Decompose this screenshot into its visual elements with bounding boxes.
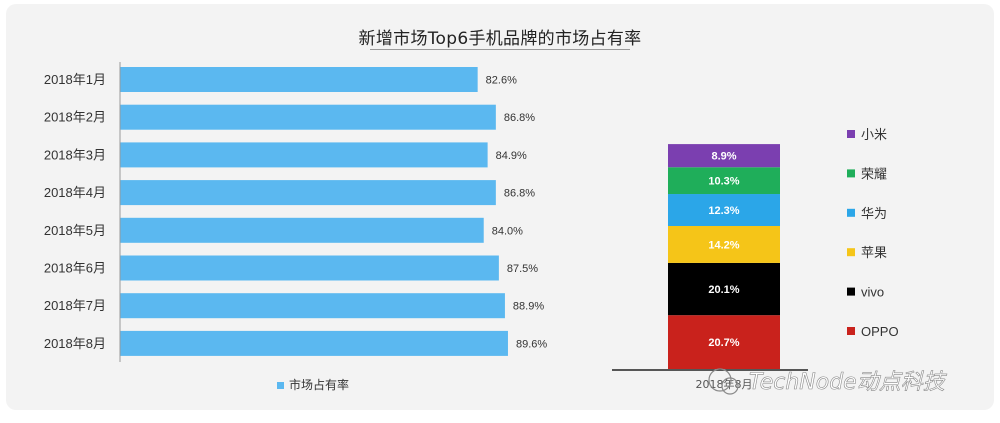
legend-swatch-华为 [847, 208, 855, 217]
category-label: 2018年8月 [44, 336, 106, 351]
chart-title: 新增市场Top6手机品牌的市场占有率 [358, 29, 642, 49]
category-label: 2018年3月 [44, 147, 106, 162]
category-label: 2018年1月 [44, 72, 106, 87]
stack-segment-vivo [668, 262, 780, 316]
wechat-icon-bubble [721, 377, 739, 395]
legend-label-OPPO: OPPO [861, 324, 899, 339]
stack-segment-华为 [668, 194, 780, 226]
stack-segment-OPPO [668, 315, 780, 369]
bar-5 [120, 217, 484, 243]
watermark-text: TechNode动点科技 [749, 370, 948, 395]
legend-label: 市场占有率 [289, 377, 349, 392]
horizontal-bar-chart: 2018年1月 82.6% 2018年2月 86.8% 2018年3月 84.9% 2018… [44, 62, 547, 392]
segment-value-label: 12.3% [708, 205, 739, 217]
value-label: 88.9% [513, 301, 544, 313]
value-label: 86.8% [504, 188, 535, 200]
legend-swatch-vivo [847, 287, 855, 296]
value-label: 89.6% [516, 338, 547, 350]
segment-value-label: 10.3% [708, 176, 739, 188]
legend-label-vivo: vivo [861, 285, 884, 300]
stack-segment-荣耀 [668, 167, 780, 195]
stack-segment-小米 [668, 144, 780, 168]
segment-value-label: 14.2% [708, 239, 739, 251]
legend-swatch-OPPO [847, 327, 855, 335]
legend-swatch [277, 382, 284, 389]
title-underline [370, 49, 630, 50]
bar-3 [120, 142, 488, 168]
segment-value-label: 20.7% [708, 337, 739, 349]
segment-value-label: 20.1% [708, 284, 739, 296]
category-label: 2018年2月 [44, 110, 106, 125]
stack-segment-苹果 [668, 226, 780, 263]
legend-label-小米: 小米 [861, 127, 887, 142]
bar-4 [120, 180, 496, 206]
value-label: 82.6% [486, 75, 517, 87]
category-label: 2018年5月 [44, 223, 106, 238]
x-tick-label: 2018年8月 [696, 377, 753, 391]
category-label: 2018年4月 [44, 185, 106, 200]
watermark: TechNode动点科技 [708, 368, 948, 395]
stacked-bar-chart: 20.7% 20.1% 14.2% 12.3% 10.3% 8.9% 2018年8月 [612, 144, 808, 391]
value-label: 87.5% [507, 263, 538, 275]
wechat-icon [708, 368, 732, 392]
legend-label-华为: 华为 [861, 206, 887, 221]
bar-2 [120, 104, 496, 130]
legend-label-苹果: 苹果 [861, 245, 887, 260]
legend-swatch-小米 [847, 130, 855, 138]
bar-7 [120, 293, 505, 319]
legend-swatch-苹果 [847, 248, 855, 257]
legend-label-荣耀: 荣耀 [861, 166, 887, 181]
segment-value-label: 8.9% [711, 151, 736, 163]
bar-1 [120, 67, 478, 92]
value-label: 86.8% [504, 112, 535, 124]
category-label: 2018年7月 [44, 298, 106, 313]
value-label: 84.9% [496, 150, 527, 162]
bar-6 [120, 255, 499, 281]
category-label: 2018年6月 [44, 261, 106, 276]
legend-swatch-荣耀 [847, 169, 855, 178]
bar-8 [120, 330, 508, 356]
value-label: 84.0% [492, 225, 523, 237]
